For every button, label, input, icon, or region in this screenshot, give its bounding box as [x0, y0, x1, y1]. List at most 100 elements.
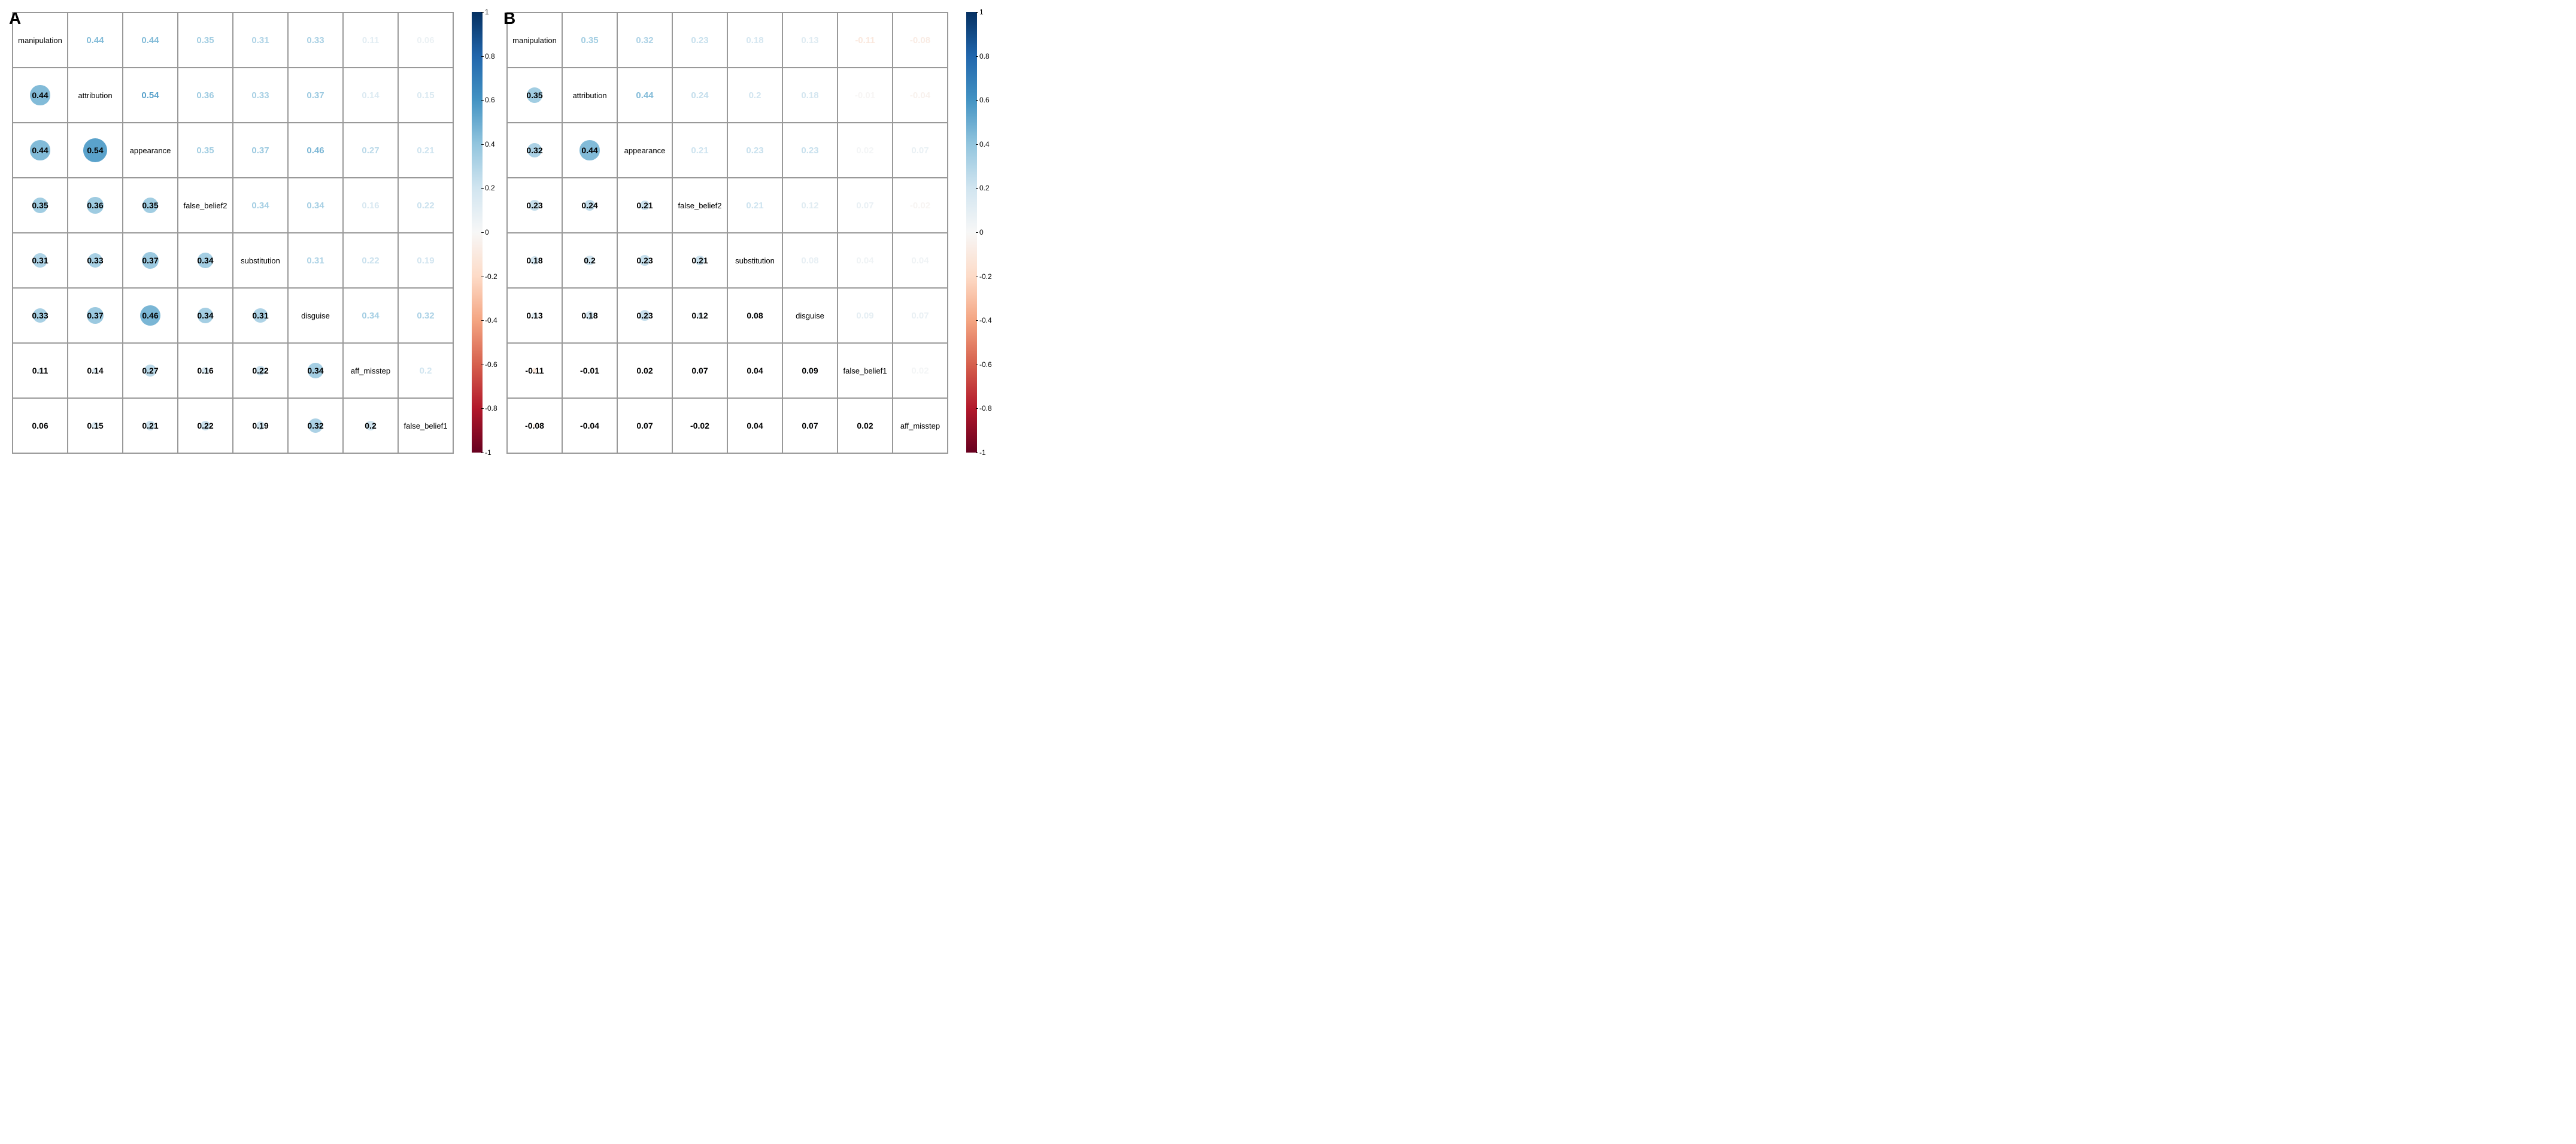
correlation-value: -0.11: [525, 366, 544, 375]
matrix-lower-cell: 0.04: [727, 343, 782, 398]
correlation-value: 0.2: [420, 366, 432, 376]
matrix-upper-cell: 0.27: [343, 123, 398, 178]
colorbar-tick: 0.8: [485, 52, 495, 60]
panel-label: A: [9, 9, 21, 28]
colorbar-tick: 1: [485, 8, 489, 16]
matrix-lower-cell: 0.02: [617, 343, 672, 398]
matrix-lower-cell: -0.02: [672, 398, 727, 453]
colorbar: 10.80.60.40.20-0.2-0.4-0.6-0.8-1: [472, 12, 483, 453]
correlation-value: 0.23: [691, 35, 708, 45]
correlation-value: 0.36: [196, 90, 214, 101]
correlation-value: 0.2: [584, 256, 595, 265]
matrix-upper-cell: 0.32: [398, 288, 453, 343]
colorbar-gradient: 10.80.60.40.20-0.2-0.4-0.6-0.8-1: [472, 12, 483, 453]
correlation-panel: Amanipulation0.440.440.350.310.330.110.0…: [12, 12, 483, 454]
correlation-value: 0.06: [417, 35, 434, 45]
colorbar-tick: -1: [979, 448, 986, 457]
correlation-value: 0.21: [142, 421, 158, 430]
variable-label: aff_misstep: [900, 421, 940, 430]
correlation-panel: Bmanipulation 0.35 0.32 0.23 0.18 0.13 -0.11 -0…: [506, 12, 977, 454]
correlation-value: 0.04: [856, 256, 873, 266]
correlation-value: 0.33: [32, 311, 48, 320]
matrix-upper-cell: -0.08: [893, 13, 948, 68]
matrix-upper-cell: 0.35: [562, 13, 617, 68]
matrix-lower-cell: 0.44: [13, 68, 68, 123]
matrix-lower-cell: 0.18: [507, 233, 562, 288]
variable-label: aff_misstep: [351, 366, 390, 375]
correlation-value: 0.19: [417, 256, 434, 266]
correlation-value: 0.15: [417, 90, 434, 101]
matrix-upper-cell: 0.24: [672, 68, 727, 123]
correlation-value: 0.44: [636, 90, 653, 101]
matrix-upper-cell: -0.01: [838, 68, 893, 123]
matrix-lower-cell: 0.04: [727, 398, 782, 453]
matrix-diagonal-cell: false_belief2: [672, 178, 727, 233]
matrix-lower-cell: 0.27: [123, 343, 178, 398]
matrix-lower-cell: -0.08: [507, 398, 562, 453]
correlation-value: 0.32: [307, 421, 323, 430]
correlation-value: 0.02: [856, 145, 873, 156]
correlation-value: 0.21: [691, 145, 708, 156]
correlation-value: 0.07: [911, 311, 929, 321]
correlation-value: 0.34: [197, 256, 213, 265]
correlation-matrix: manipulation 0.35 0.32 0.23 0.18 0.13 -0.11 -0.…: [506, 12, 948, 454]
variable-label: false_belief2: [184, 201, 227, 210]
correlation-value: 0.35: [581, 35, 598, 45]
matrix-upper-cell: 0.31: [288, 233, 343, 288]
matrix-lower-cell: 0.35: [123, 178, 178, 233]
colorbar-tick: -0.6: [485, 360, 497, 369]
matrix-lower-cell: 0.37: [68, 288, 123, 343]
correlation-value: 0.22: [417, 201, 434, 211]
matrix-upper-cell: 0.2: [398, 343, 453, 398]
correlation-value: 0.15: [87, 421, 103, 430]
correlation-value: 0.33: [307, 35, 324, 45]
correlation-value: 0.35: [196, 35, 214, 45]
matrix-upper-cell: 0.2: [727, 68, 782, 123]
variable-label: disguise: [301, 311, 330, 320]
colorbar-tick: -0.6: [979, 360, 992, 369]
matrix-upper-cell: 0.19: [398, 233, 453, 288]
matrix-lower-cell: -0.01: [562, 343, 617, 398]
correlation-value: 0.18: [801, 90, 818, 101]
correlation-value: -0.02: [690, 421, 709, 430]
correlation-value: 0.34: [307, 366, 323, 375]
variable-label: manipulation: [512, 36, 557, 45]
correlation-value: 0.22: [252, 366, 268, 375]
colorbar-tick: -0.2: [485, 272, 497, 281]
colorbar-tick: -0.8: [979, 404, 992, 412]
correlation-value: 0.44: [32, 145, 48, 155]
matrix-lower-cell: 0.44: [13, 123, 68, 178]
matrix-lower-cell: 0.06: [13, 398, 68, 453]
correlation-value: 0.35: [526, 90, 542, 100]
correlation-value: 0.27: [362, 145, 379, 156]
matrix-lower-cell: 0.07: [782, 398, 838, 453]
matrix-upper-cell: 0.13: [782, 13, 838, 68]
correlation-value: -0.01: [855, 90, 875, 101]
panel-label: B: [503, 9, 515, 28]
matrix-upper-cell: 0.37: [288, 68, 343, 123]
correlation-value: 0.37: [251, 145, 269, 156]
matrix-upper-cell: 0.37: [233, 123, 288, 178]
matrix-upper-cell: 0.14: [343, 68, 398, 123]
correlation-value: 0.46: [142, 311, 158, 320]
colorbar-ticks: 10.80.60.40.20-0.2-0.4-0.6-0.8-1: [979, 12, 1003, 453]
matrix-lower-cell: 0.33: [13, 288, 68, 343]
matrix-upper-cell: 0.07: [893, 288, 948, 343]
correlation-value: 0.34: [197, 311, 213, 320]
matrix-lower-cell: 0.11: [13, 343, 68, 398]
matrix-upper-cell: 0.12: [782, 178, 838, 233]
matrix-lower-cell: 0.32: [507, 123, 562, 178]
correlation-value: 0.13: [526, 311, 542, 320]
matrix-upper-cell: 0.02: [838, 123, 893, 178]
correlation-value: 0.23: [636, 256, 653, 265]
matrix-upper-cell: 0.04: [838, 233, 893, 288]
correlation-value: 0.21: [417, 145, 434, 156]
correlation-value: 0.32: [526, 145, 542, 155]
colorbar-gradient: 10.80.60.40.20-0.2-0.4-0.6-0.8-1: [966, 12, 977, 453]
correlation-value: 0.16: [197, 366, 213, 375]
colorbar-tick: 0.4: [485, 140, 495, 148]
correlation-value: -0.08: [910, 35, 930, 45]
correlation-value: 0.11: [32, 366, 48, 375]
correlation-value: 0.33: [87, 256, 103, 265]
colorbar-tick: 0: [979, 228, 984, 236]
